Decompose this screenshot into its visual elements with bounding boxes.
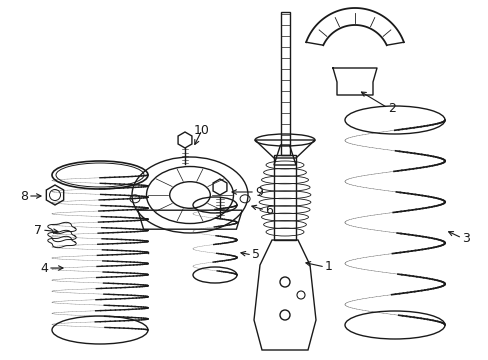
Text: 9: 9 [254,185,263,198]
Text: 2: 2 [387,102,395,114]
Text: 3: 3 [461,231,469,244]
Text: 4: 4 [40,261,48,274]
Text: 7: 7 [34,224,42,237]
Text: 5: 5 [251,248,260,261]
Text: 10: 10 [194,123,209,136]
Text: 6: 6 [264,203,272,216]
Text: 1: 1 [325,261,332,274]
Text: 8: 8 [20,189,28,202]
